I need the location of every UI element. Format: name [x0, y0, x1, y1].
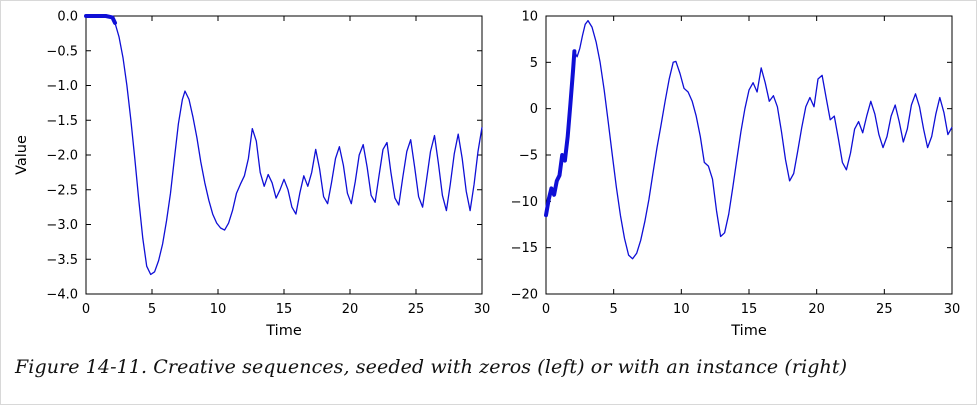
svg-text:10: 10: [673, 302, 690, 317]
svg-text:−4.0: −4.0: [46, 288, 78, 303]
svg-text:−20: −20: [511, 288, 538, 303]
svg-text:20: 20: [342, 302, 359, 317]
svg-text:25: 25: [876, 302, 893, 317]
figure-container: 0 5 10 15 20 25 30 0.0 −0.5 −1.0 −1.5 −2.0 −2.5 −3.0 −…: [1, 1, 976, 378]
svg-text:5: 5: [148, 302, 156, 317]
svg-text:Time: Time: [730, 323, 767, 339]
svg-text:0.0: 0.0: [57, 10, 78, 25]
right-chart-wrap: 0 5 10 15 20 25 30 10 5 0 −5 −10 −15 −20 Time: [496, 5, 966, 342]
svg-text:30: 30: [944, 302, 961, 317]
right-chart: 0 5 10 15 20 25 30 10 5 0 −5 −10 −15 −20 Time: [496, 5, 966, 342]
figure-caption: Figure 14-11. Creative sequences, seeded…: [15, 356, 848, 378]
svg-text:0: 0: [542, 302, 550, 317]
svg-text:20: 20: [808, 302, 825, 317]
svg-text:0: 0: [530, 102, 538, 117]
svg-text:−1.5: −1.5: [46, 114, 78, 129]
left-chart: 0 5 10 15 20 25 30 0.0 −0.5 −1.0 −1.5 −2.0 −2.5 −3.0 −…: [9, 5, 496, 342]
svg-text:25: 25: [408, 302, 425, 317]
svg-text:Time: Time: [265, 323, 302, 339]
svg-text:5: 5: [610, 302, 618, 317]
svg-text:−0.5: −0.5: [46, 44, 78, 59]
svg-text:−5: −5: [519, 149, 538, 164]
svg-text:10: 10: [521, 10, 538, 25]
svg-text:15: 15: [741, 302, 758, 317]
svg-text:−2.5: −2.5: [46, 183, 78, 198]
svg-text:Value: Value: [14, 135, 30, 175]
svg-text:−2.0: −2.0: [46, 149, 78, 164]
svg-text:30: 30: [474, 302, 491, 317]
svg-text:15: 15: [276, 302, 293, 317]
svg-text:−3.0: −3.0: [46, 218, 78, 233]
svg-text:−3.5: −3.5: [46, 253, 78, 268]
svg-text:10: 10: [210, 302, 227, 317]
svg-text:5: 5: [530, 56, 538, 71]
charts-row: 0 5 10 15 20 25 30 0.0 −0.5 −1.0 −1.5 −2.0 −2.5 −3.0 −…: [9, 5, 968, 342]
left-chart-wrap: 0 5 10 15 20 25 30 0.0 −0.5 −1.0 −1.5 −2.0 −2.5 −3.0 −…: [9, 5, 496, 342]
svg-text:−15: −15: [511, 241, 538, 256]
svg-text:−10: −10: [511, 195, 538, 210]
svg-text:−1.0: −1.0: [46, 79, 78, 94]
svg-text:0: 0: [82, 302, 90, 317]
